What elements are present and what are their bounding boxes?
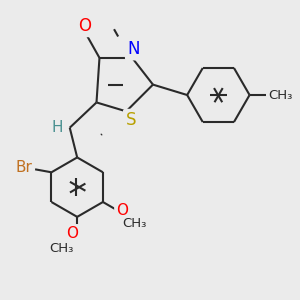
Text: O: O: [78, 17, 91, 35]
Text: CH₃: CH₃: [122, 217, 146, 230]
Text: H: H: [52, 120, 63, 135]
Text: O: O: [66, 226, 78, 241]
Text: Br: Br: [15, 160, 32, 175]
Text: O: O: [116, 203, 128, 218]
Text: CH₃: CH₃: [268, 88, 293, 101]
Text: S: S: [125, 111, 136, 129]
Text: CH₃: CH₃: [50, 242, 74, 255]
Text: N: N: [128, 40, 140, 58]
